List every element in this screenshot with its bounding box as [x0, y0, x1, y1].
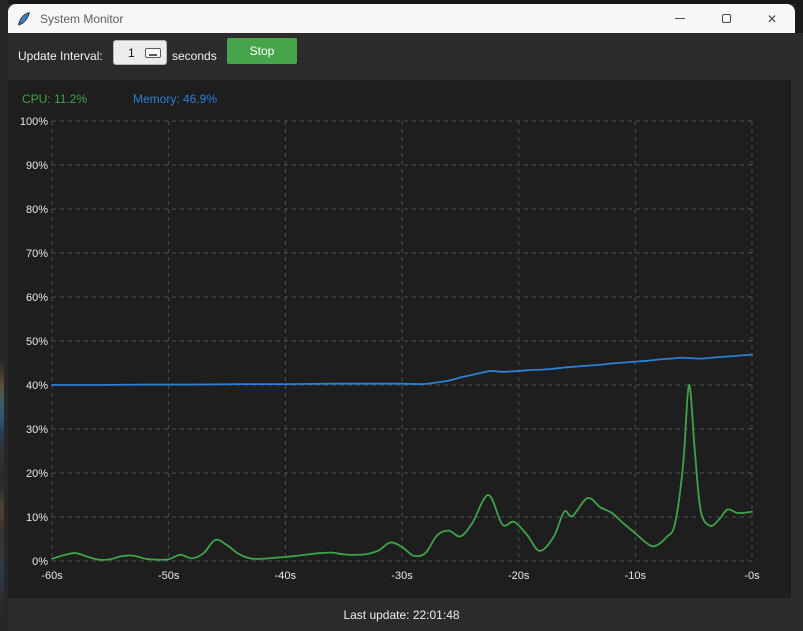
close-icon: ✕: [766, 11, 778, 26]
window-left-edge: [0, 0, 8, 631]
x-tick-label: -50s: [158, 570, 180, 582]
y-tick-label: 90%: [26, 160, 48, 172]
y-tick-label: 0%: [32, 556, 48, 568]
desktop-edge-artifact: [0, 300, 4, 631]
x-tick-label: -0s: [744, 570, 760, 582]
seconds-label: seconds: [172, 49, 217, 63]
x-tick-label: -20s: [508, 570, 530, 582]
maximize-button[interactable]: [703, 4, 749, 33]
chart-svg: 0% 10% 20% 30% 40% 50% 60% 70% 80% 90% 100% -60s -50…: [20, 116, 760, 582]
memory-line: [51, 353, 753, 386]
cpu-line: [51, 384, 753, 561]
interval-spinbox[interactable]: 1: [113, 40, 167, 65]
interval-value: 1: [128, 45, 135, 60]
toolbar: Update Interval: 1 seconds Stop: [8, 33, 795, 80]
stop-button[interactable]: Stop: [227, 38, 297, 64]
minimize-icon: [675, 18, 685, 19]
y-tick-label: 80%: [26, 204, 48, 216]
title-bar[interactable]: System Monitor ✕: [8, 4, 795, 33]
y-tick-label: 60%: [26, 292, 48, 304]
window-top-edge: [0, 0, 803, 4]
maximize-icon: [721, 14, 731, 23]
y-tick-label: 10%: [26, 512, 48, 524]
minimize-button[interactable]: [657, 4, 703, 33]
y-tick-label: 40%: [26, 380, 48, 392]
y-tick-label: 20%: [26, 468, 48, 480]
x-tick-label: -40s: [275, 570, 297, 582]
app-feather-icon: [16, 11, 32, 27]
y-tick-label: 70%: [26, 248, 48, 260]
spinbox-stepper-icon[interactable]: [145, 47, 161, 58]
close-button[interactable]: ✕: [749, 4, 795, 33]
update-interval-label: Update Interval:: [18, 49, 103, 63]
window-controls: ✕: [657, 4, 795, 33]
x-tick-label: -10s: [625, 570, 647, 582]
x-tick-label: -30s: [391, 570, 413, 582]
memory-usage-label: Memory: 46.9%: [133, 92, 218, 106]
y-tick-label: 30%: [26, 424, 48, 436]
y-tick-label: 50%: [26, 336, 48, 348]
status-bar: Last update: 22:01:48: [8, 598, 795, 631]
cpu-usage-label: CPU: 11.2%: [22, 92, 88, 106]
chart-figure: CPU: 11.2% Memory: 46.9% 0% 10% 20% 30% 40% 5…: [8, 80, 791, 598]
window-right-edge: [795, 0, 803, 33]
last-update-text: Last update: 22:01:48: [343, 607, 460, 622]
y-tick-label: 100%: [20, 116, 48, 128]
window-title: System Monitor: [40, 11, 124, 26]
x-tick-label: -60s: [41, 570, 63, 582]
